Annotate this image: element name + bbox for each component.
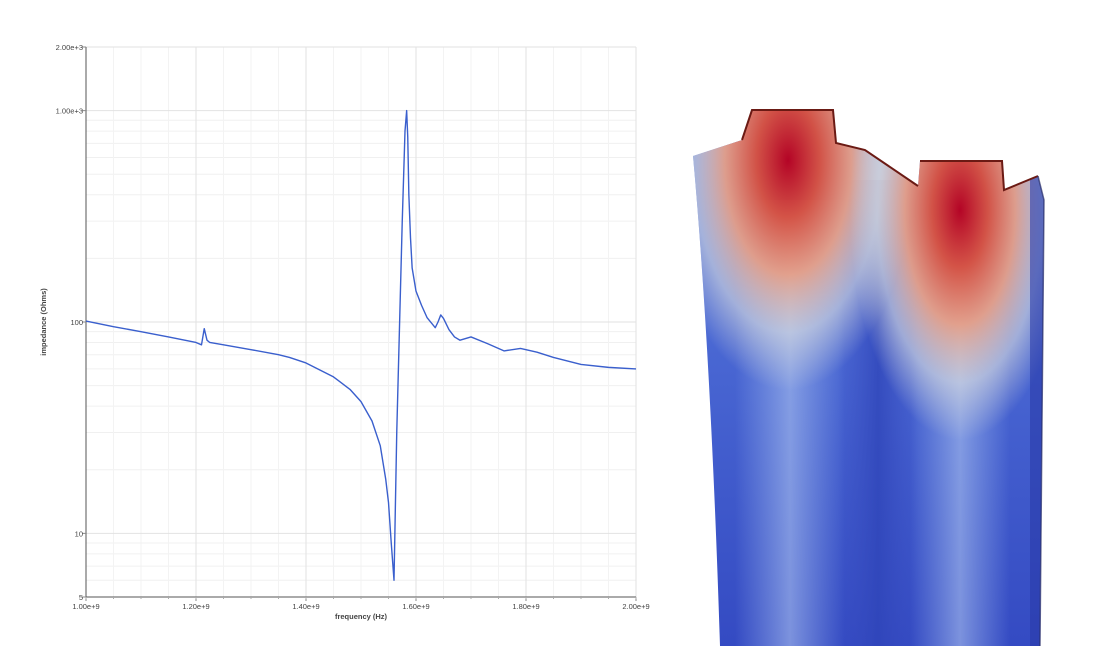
chart-ticks: 1.00e+9 1.20e+9 1.40e+9 1.60e+9 1.80e+9 2.00e… (56, 43, 650, 611)
fem-top-edge (741, 109, 1039, 192)
y-tick-label: 100 (70, 318, 83, 327)
x-tick-label: 1.60e+9 (402, 602, 429, 611)
fem-body (693, 110, 1044, 646)
y-tick-label: 10 (75, 529, 83, 538)
chart-lines (85, 109, 637, 581)
y-tick-label: 1.00e+3 (56, 107, 83, 116)
x-tick-label: 1.80e+9 (512, 602, 539, 611)
y-tick-label: 2.00e+3 (56, 43, 83, 52)
impedance-series-line (85, 109, 637, 581)
fem-right-edge (1037, 175, 1045, 646)
impedance-chart: 1.00e+9 1.20e+9 1.40e+9 1.60e+9 1.80e+9 2.00e… (39, 43, 650, 621)
x-axis-title: frequency (Hz) (335, 612, 388, 621)
chart-grid (85, 46, 637, 598)
y-tick-label: 5 (79, 593, 83, 602)
x-tick-label: 2.00e+9 (622, 602, 649, 611)
x-tick-label: 1.00e+9 (72, 602, 99, 611)
y-axis-title: impedance (Ohms) (39, 288, 48, 356)
x-tick-label: 1.40e+9 (292, 602, 319, 611)
x-tick-label: 1.20e+9 (182, 602, 209, 611)
